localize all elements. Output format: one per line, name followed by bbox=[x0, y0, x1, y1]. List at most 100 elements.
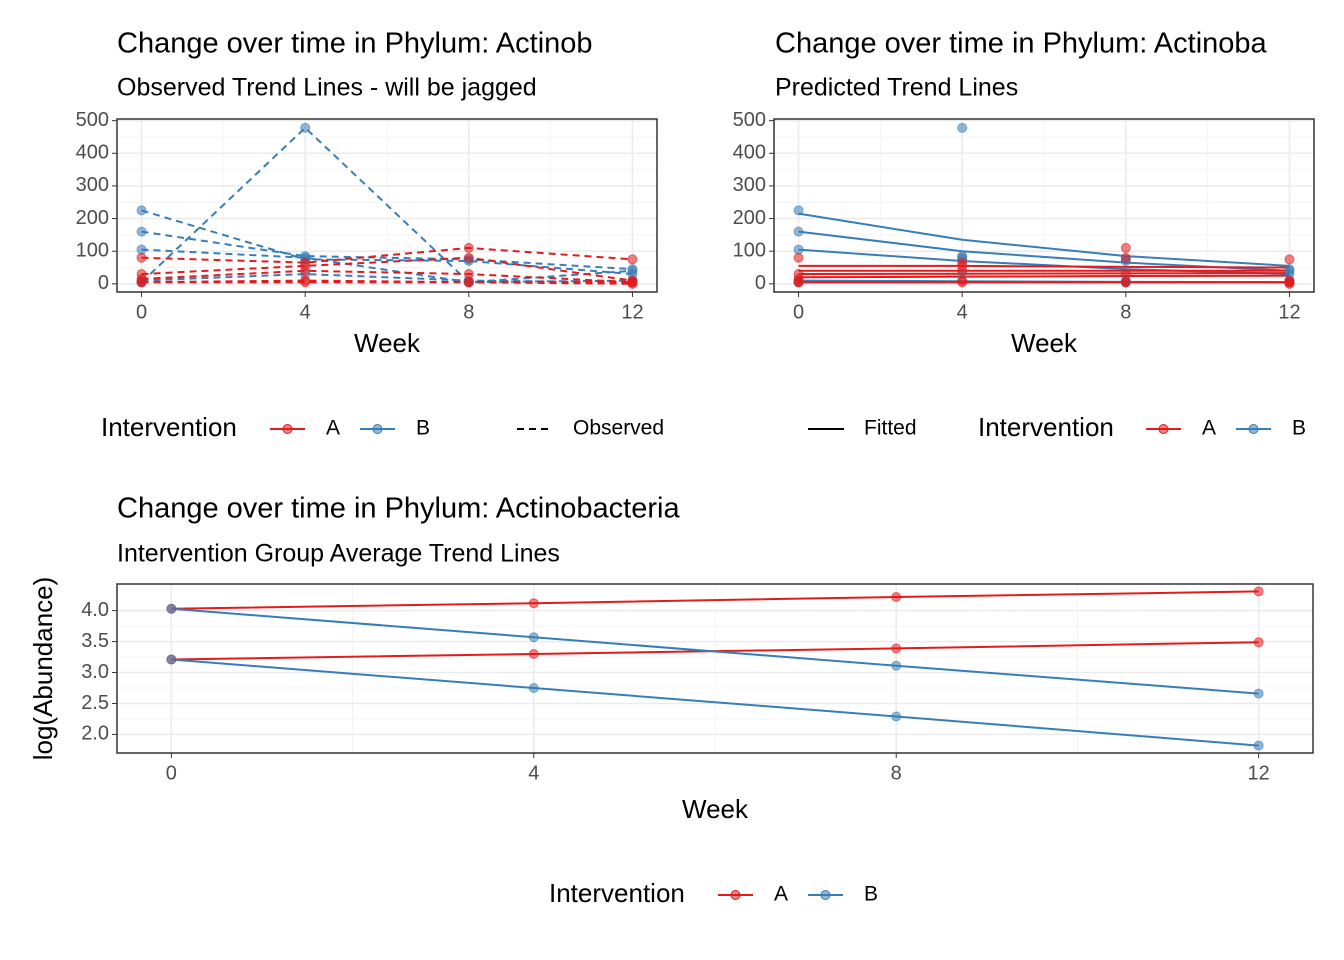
x-tick-label: 12 bbox=[621, 301, 643, 323]
point bbox=[166, 654, 177, 665]
y-tick-label: 3.0 bbox=[81, 661, 109, 683]
y-tick-label: 100 bbox=[733, 239, 766, 261]
trend-line bbox=[798, 272, 1290, 276]
point bbox=[1120, 269, 1131, 280]
x-tick-label: 4 bbox=[957, 301, 968, 323]
point bbox=[1284, 254, 1295, 265]
trend-line bbox=[798, 274, 1290, 279]
point bbox=[793, 252, 804, 263]
point bbox=[463, 277, 474, 288]
legend-key-point bbox=[282, 424, 293, 434]
chart-title: Change over time in Phylum: Actinob bbox=[117, 28, 593, 60]
plot-border bbox=[116, 583, 1314, 754]
point bbox=[1284, 278, 1295, 289]
x-tick-label: 0 bbox=[136, 301, 147, 323]
point bbox=[136, 277, 147, 288]
point bbox=[1253, 586, 1264, 597]
point bbox=[136, 226, 147, 237]
trend-line bbox=[141, 209, 633, 276]
point bbox=[793, 205, 804, 216]
point bbox=[136, 205, 147, 216]
y-tick-label: 200 bbox=[733, 207, 766, 229]
x-axis-title: Week bbox=[354, 328, 421, 358]
point bbox=[1253, 637, 1264, 648]
point bbox=[136, 244, 147, 255]
y-tick-label: 4.0 bbox=[81, 599, 109, 621]
legend-label: B bbox=[1292, 417, 1306, 440]
point bbox=[957, 277, 968, 288]
point bbox=[891, 711, 902, 722]
trend-line bbox=[141, 256, 633, 282]
x-tick-label: 4 bbox=[300, 301, 311, 323]
trend-line bbox=[141, 248, 633, 284]
point bbox=[300, 122, 311, 133]
legend-label: A bbox=[1202, 417, 1216, 440]
x-axis-title: Week bbox=[1011, 328, 1078, 358]
trend-line bbox=[798, 212, 1290, 267]
point bbox=[957, 265, 968, 276]
point bbox=[957, 122, 968, 133]
point bbox=[793, 244, 804, 255]
chart-subtitle: Intervention Group Average Trend Lines bbox=[117, 540, 560, 568]
y-tick-label: 200 bbox=[76, 207, 109, 229]
point bbox=[528, 598, 539, 609]
plot-border bbox=[773, 118, 1315, 293]
trend-line bbox=[798, 264, 1290, 269]
legend-title: Intervention bbox=[978, 412, 1114, 442]
legend-label: Observed bbox=[573, 417, 664, 440]
x-tick-label: 12 bbox=[1248, 762, 1270, 784]
point bbox=[1120, 242, 1131, 253]
x-tick-label: 4 bbox=[528, 762, 539, 784]
y-tick-label: 400 bbox=[76, 142, 109, 164]
y-tick-label: 400 bbox=[733, 142, 766, 164]
point bbox=[891, 643, 902, 654]
point bbox=[528, 648, 539, 659]
trend-line bbox=[141, 246, 633, 264]
legend-label: A bbox=[326, 417, 340, 440]
point bbox=[1120, 277, 1131, 288]
legend-key-point bbox=[1158, 424, 1169, 434]
point bbox=[463, 269, 474, 280]
trend-line bbox=[171, 590, 1259, 610]
point bbox=[891, 592, 902, 602]
x-tick-label: 8 bbox=[891, 762, 902, 784]
x-tick-label: 8 bbox=[463, 301, 474, 323]
y-tick-label: 500 bbox=[76, 109, 109, 131]
y-tick-label: 3.5 bbox=[81, 630, 109, 652]
y-tick-label: 500 bbox=[733, 109, 766, 131]
point bbox=[627, 254, 638, 265]
chart-subtitle: Observed Trend Lines - will be jagged bbox=[117, 74, 537, 102]
y-tick-label: 2.0 bbox=[81, 723, 109, 745]
x-axis-title: Week bbox=[682, 794, 749, 824]
point bbox=[1253, 688, 1264, 699]
point bbox=[528, 683, 539, 693]
y-axis-title: log(Abundance) bbox=[28, 577, 58, 761]
trend-line bbox=[171, 607, 1259, 695]
y-tick-label: 0 bbox=[98, 272, 109, 294]
x-tick-label: 0 bbox=[793, 301, 804, 323]
legend-label: B bbox=[416, 417, 430, 440]
x-tick-label: 12 bbox=[1278, 301, 1300, 323]
point bbox=[300, 265, 311, 276]
chart-subtitle: Predicted Trend Lines bbox=[775, 74, 1018, 102]
legend-label: A bbox=[774, 883, 788, 906]
plot-border bbox=[116, 118, 658, 293]
point bbox=[136, 252, 147, 263]
point bbox=[1284, 265, 1295, 276]
y-tick-label: 2.5 bbox=[81, 692, 109, 714]
legend-label: Fitted bbox=[864, 417, 917, 440]
legend-key-point bbox=[1248, 424, 1259, 434]
legend-title: Intervention bbox=[101, 412, 237, 442]
point bbox=[1120, 252, 1131, 263]
point bbox=[166, 603, 177, 614]
x-tick-label: 8 bbox=[1120, 301, 1131, 323]
point bbox=[463, 252, 474, 263]
trend-line bbox=[171, 658, 1259, 747]
y-tick-label: 300 bbox=[733, 174, 766, 196]
y-tick-label: 300 bbox=[76, 174, 109, 196]
point bbox=[627, 265, 638, 276]
y-tick-label: 100 bbox=[76, 239, 109, 261]
trend-line bbox=[141, 269, 633, 284]
point bbox=[891, 660, 902, 671]
